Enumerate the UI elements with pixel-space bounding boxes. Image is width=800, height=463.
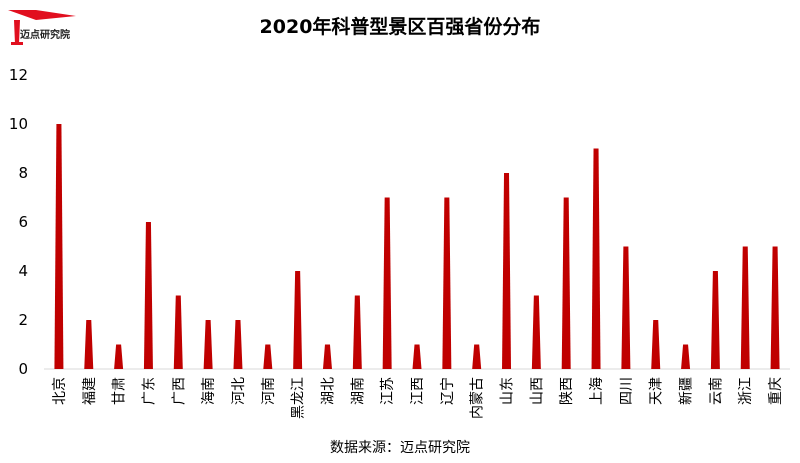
logo-mark [8, 10, 76, 45]
source-note: 数据来源：迈点研究院 [330, 440, 470, 456]
chart-title: 2020年科普型景区百强省份分布 [259, 16, 541, 38]
x-tick-label: 内蒙古 [470, 377, 486, 419]
bar-湖南 [352, 295, 362, 369]
bar-广东 [143, 222, 153, 369]
bar-浙江 [740, 246, 750, 369]
x-tick-label: 山西 [529, 377, 545, 405]
x-axis-labels: 北京 福建 甘肃 广东 广西 海南 河北 河南 黑龙江 湖北 湖南 江苏 江西 辽宁 内蒙古 山东 山西 陕西 上海… [52, 377, 784, 419]
y-tick-label: 4 [18, 262, 28, 280]
bar-江西 [412, 344, 422, 369]
y-tick-label: 8 [18, 164, 28, 182]
bar-辽宁 [442, 197, 452, 369]
x-tick-label: 黑龙江 [291, 377, 307, 419]
logo-text: 迈点研究院 [20, 30, 70, 41]
x-tick-label: 北京 [52, 377, 68, 405]
bar-山西 [531, 295, 541, 369]
bar-黑龙江 [293, 271, 303, 369]
x-tick-label: 浙江 [738, 377, 754, 405]
y-tick-label: 2 [18, 311, 28, 329]
x-tick-label: 广西 [171, 377, 187, 405]
x-tick-label: 湖南 [350, 377, 366, 405]
x-tick-label: 云南 [708, 377, 724, 405]
x-tick-label: 新疆 [679, 377, 695, 405]
bar-陕西 [561, 197, 571, 369]
x-tick-label: 山东 [500, 377, 516, 405]
bar-广西 [173, 295, 183, 369]
bar-山东 [502, 173, 512, 369]
bar-新疆 [681, 344, 691, 369]
y-tick-label: 12 [9, 66, 28, 84]
x-tick-label: 湖北 [320, 377, 336, 405]
x-tick-label: 福建 [82, 377, 98, 405]
x-tick-label: 甘肃 [112, 377, 128, 405]
x-tick-label: 重庆 [768, 377, 784, 405]
x-tick-label: 河南 [261, 377, 277, 405]
bar-重庆 [770, 246, 780, 369]
x-tick-label: 江西 [410, 377, 426, 405]
bar-福建 [84, 320, 94, 369]
bar-江苏 [382, 197, 392, 369]
bar-海南 [203, 320, 213, 369]
bar-北京 [54, 124, 64, 369]
bar-河南 [263, 344, 273, 369]
x-tick-label: 陕西 [559, 377, 575, 405]
y-axis-labels: 0 2 4 6 8 10 12 [9, 66, 28, 378]
bar-天津 [651, 320, 661, 369]
x-tick-label: 江苏 [380, 377, 396, 405]
bar-四川 [621, 246, 631, 369]
x-tick-label: 广东 [141, 377, 157, 405]
y-tick-label: 0 [18, 360, 28, 378]
x-tick-label: 天津 [649, 377, 665, 405]
bars [54, 124, 780, 369]
x-tick-label: 河北 [231, 377, 247, 405]
y-tick-label: 10 [9, 115, 28, 133]
x-tick-label: 海南 [201, 377, 217, 405]
x-tick-label: 上海 [589, 377, 605, 405]
bar-湖北 [322, 344, 332, 369]
bar-上海 [591, 148, 601, 369]
bar-河北 [233, 320, 243, 369]
x-tick-label: 辽宁 [439, 377, 456, 405]
bar-内蒙古 [472, 344, 482, 369]
bar-云南 [710, 271, 720, 369]
bar-甘肃 [114, 344, 124, 369]
y-tick-label: 6 [18, 213, 28, 231]
x-tick-label: 四川 [619, 377, 635, 405]
